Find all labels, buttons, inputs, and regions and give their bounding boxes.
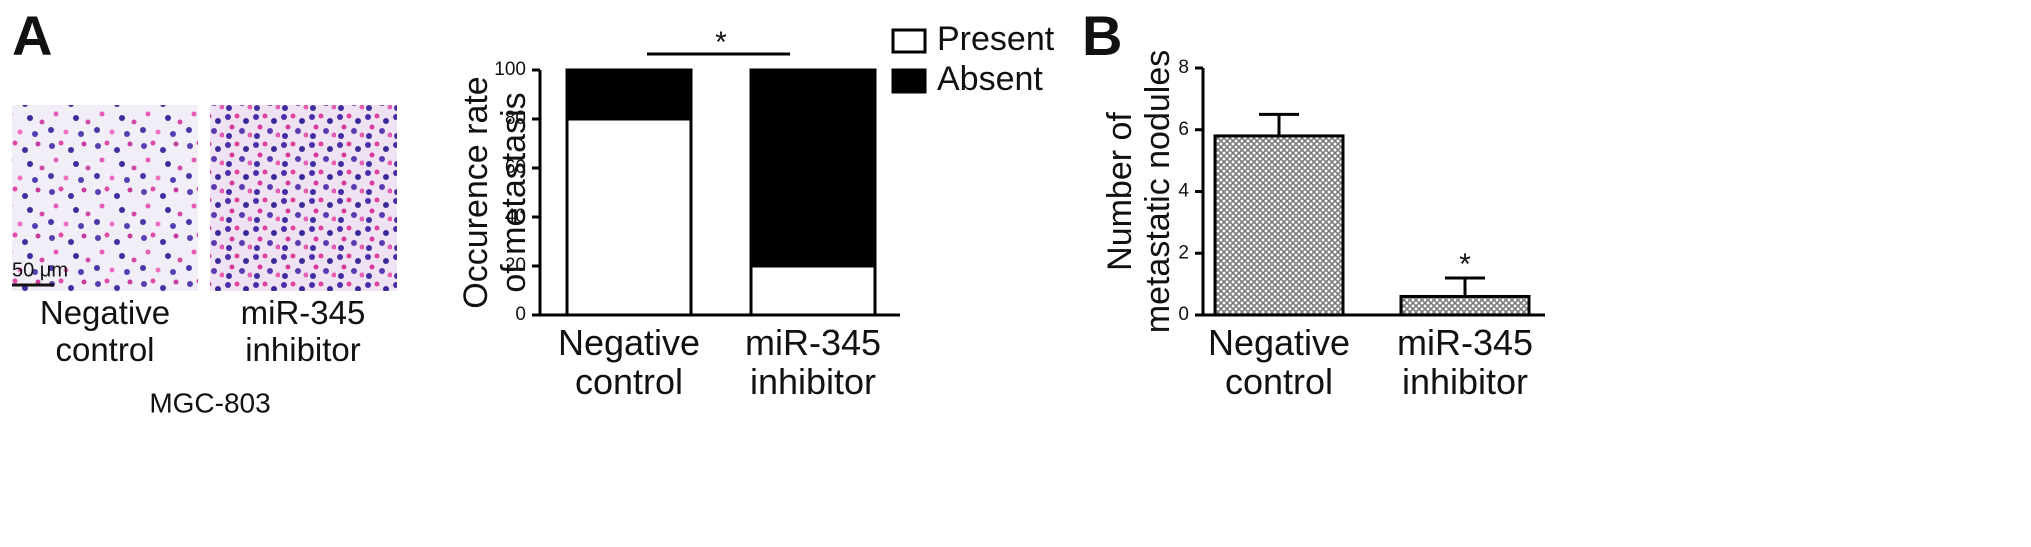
image-caption: Negative control <box>40 294 170 368</box>
y-tick-label: 2 <box>1178 242 1189 263</box>
legend-label: Present <box>937 20 1055 58</box>
cell-line-label: MGC-803 <box>149 387 270 418</box>
image-caption: miR-345 inhibitor <box>241 294 366 368</box>
legend-swatch <box>891 68 927 94</box>
significance-label: * <box>1459 248 1471 281</box>
bar-segment <box>749 68 877 268</box>
x-tick-label: miR-345 inhibitor <box>745 322 881 402</box>
bar <box>1213 134 1345 317</box>
bar-segment <box>749 264 877 317</box>
y-tick-label: 8 <box>1178 57 1189 78</box>
y-tick-label: 40 <box>505 206 526 227</box>
x-tick-label: Negative control <box>558 322 700 402</box>
y-tick-label: 0 <box>515 304 526 325</box>
panel-label: B <box>1082 4 1122 67</box>
y-tick-label: 4 <box>1178 181 1189 202</box>
scale-bar-label: 50 μm <box>12 259 68 281</box>
legend-label: Absent <box>937 60 1043 98</box>
y-tick-label: 6 <box>1178 119 1189 140</box>
y-tick-label: 60 <box>505 157 526 178</box>
significance-label: * <box>715 26 727 59</box>
y-axis-title: Occurence rateof metastasis <box>457 76 533 308</box>
y-tick-label: 80 <box>505 108 526 129</box>
bar-segment <box>565 117 693 317</box>
y-axis-title: Number ofmetastatic nodules <box>1101 50 1177 334</box>
legend-swatch <box>891 28 927 54</box>
x-tick-label: miR-345 inhibitor <box>1397 322 1533 402</box>
y-tick-label: 100 <box>494 59 526 80</box>
y-tick-label: 20 <box>505 255 526 276</box>
micrograph <box>12 105 198 291</box>
bar <box>1399 294 1531 317</box>
panel-label: A <box>12 4 52 67</box>
x-tick-label: Negative control <box>1208 322 1350 402</box>
y-tick-label: 0 <box>1178 304 1189 325</box>
micrograph <box>210 105 397 291</box>
bar-segment <box>565 68 693 121</box>
